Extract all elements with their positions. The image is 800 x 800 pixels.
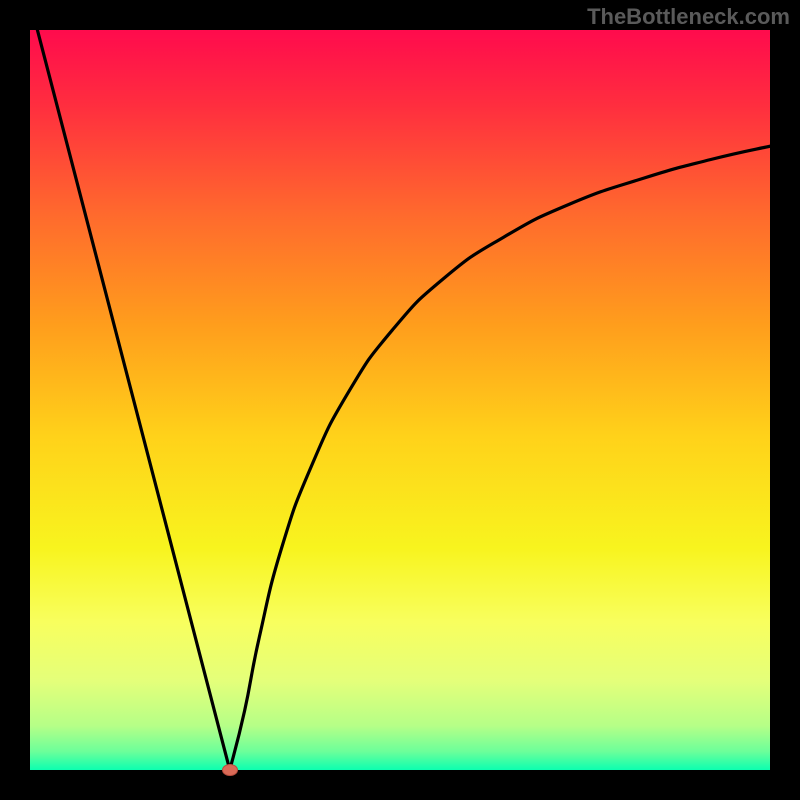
bottleneck-curve xyxy=(37,30,770,770)
curve-layer xyxy=(30,30,770,770)
plot-area xyxy=(30,30,770,770)
minimum-marker xyxy=(222,764,238,776)
watermark-text: TheBottleneck.com xyxy=(587,4,790,30)
chart-container: TheBottleneck.com xyxy=(0,0,800,800)
